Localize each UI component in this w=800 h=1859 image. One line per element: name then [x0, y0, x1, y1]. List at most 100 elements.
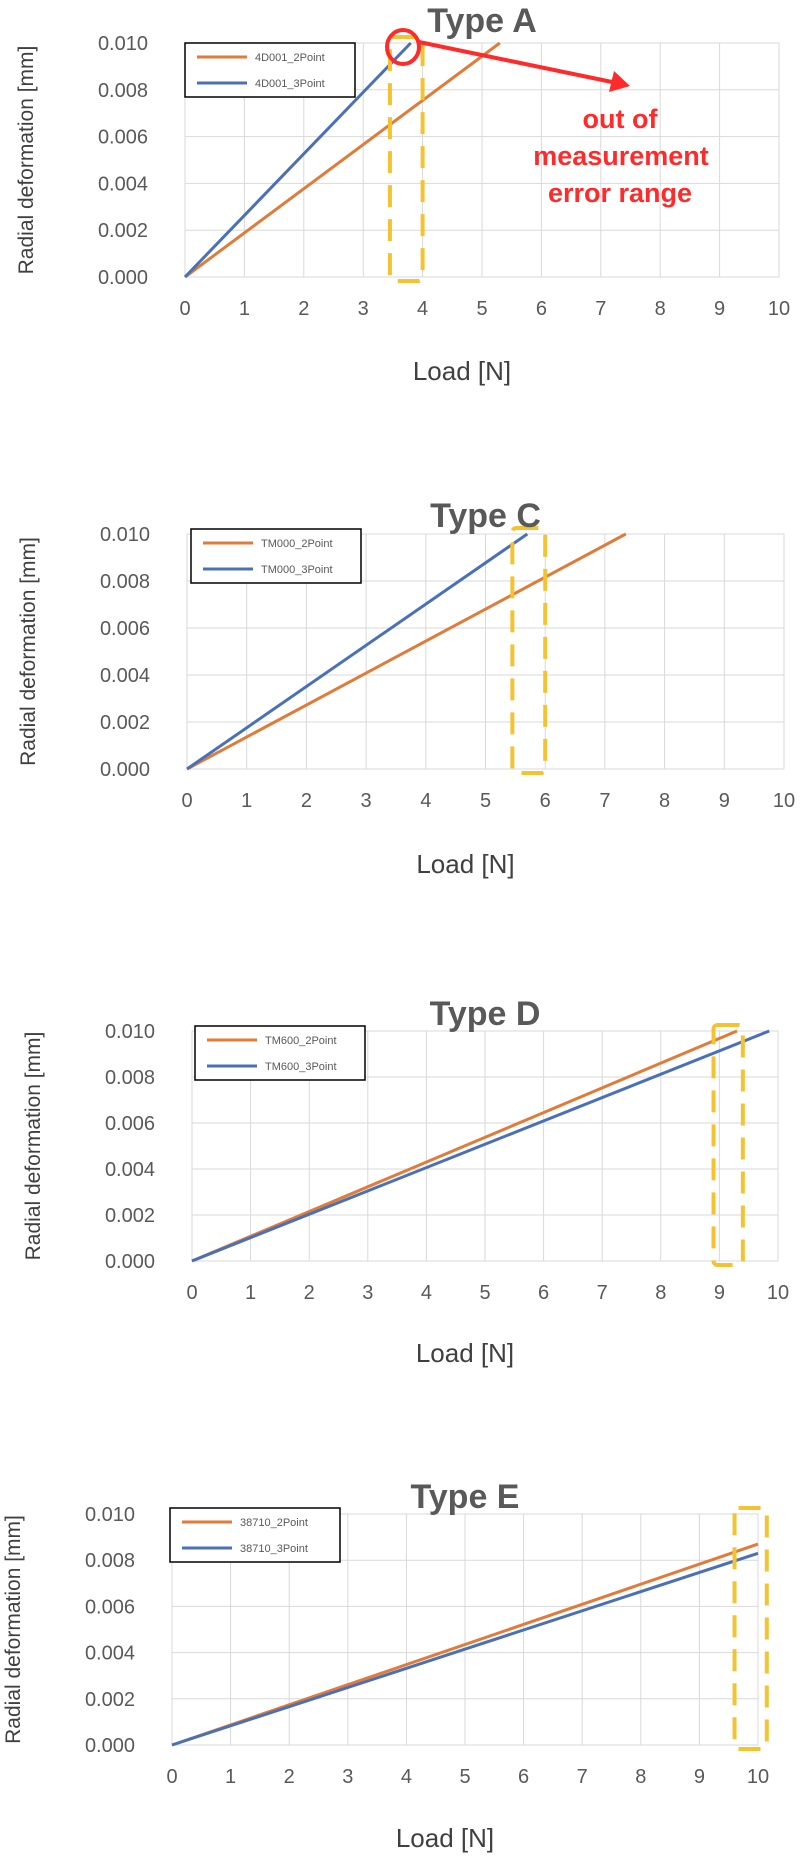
- y-tick-label: 0.000: [85, 1735, 135, 1757]
- x-tick-label: 8: [655, 298, 666, 320]
- x-axis-label: Load [N]: [416, 1338, 514, 1368]
- chart-title: Type A: [427, 2, 537, 40]
- x-axis-label: Load [N]: [413, 356, 511, 386]
- x-tick-label: 5: [476, 298, 487, 320]
- x-tick-label: 10: [767, 1282, 789, 1304]
- x-tick-label: 0: [166, 1766, 177, 1788]
- legend-label: 4D001_3Point: [255, 78, 325, 90]
- x-tick-label: 1: [239, 298, 250, 320]
- x-tick-label: 0: [181, 790, 192, 812]
- x-tick-label: 10: [747, 1766, 769, 1788]
- y-tick-label: 0.000: [105, 1251, 155, 1273]
- y-tick-label: 0.008: [85, 1550, 135, 1572]
- chart-type-e: 0 1 2 3 4 5 6 7 8 9 10 0.000 0.002 0.004 0.006 0.008 0.0…: [2, 1478, 769, 1853]
- x-tick-label: 9: [719, 790, 730, 812]
- legend-label: TM000_2Point: [261, 538, 333, 550]
- x-tick-label: 7: [595, 298, 606, 320]
- legend-box: [169, 1507, 341, 1563]
- y-tick-label: 0.004: [85, 1643, 135, 1665]
- x-tick-label: 10: [773, 790, 795, 812]
- chart-title: Type D: [430, 995, 541, 1033]
- legend-label: TM600_2Point: [265, 1035, 337, 1047]
- x-tick-label: 2: [301, 790, 312, 812]
- x-tick-label: 9: [714, 298, 725, 320]
- y-tick-label: 0.004: [98, 173, 148, 195]
- x-tick-label: 3: [361, 790, 372, 812]
- x-tick-label: 3: [342, 1766, 353, 1788]
- legend: TM000_2Point TM000_3Point: [190, 528, 362, 584]
- legend-box: [194, 1025, 366, 1081]
- x-tick-label: 7: [599, 790, 610, 812]
- legend-label: 38710_3Point: [240, 1543, 308, 1555]
- y-tick-label: 0.006: [100, 618, 150, 640]
- x-tick-label: 6: [538, 1282, 549, 1304]
- legend-label: 38710_2Point: [240, 1517, 308, 1529]
- y-tick-label: 0.000: [98, 267, 148, 289]
- annotation-arrowhead: [609, 71, 630, 92]
- legend-label: 4D001_2Point: [255, 52, 325, 64]
- x-tick-label: 5: [459, 1766, 470, 1788]
- x-tick-label: 4: [420, 790, 431, 812]
- y-axis-label: Radial deformation [mm]: [22, 1032, 45, 1261]
- y-axis-label: Radial deformation [mm]: [17, 537, 40, 766]
- y-tick-label: 0.002: [105, 1205, 155, 1227]
- x-tick-label: 2: [304, 1282, 315, 1304]
- series-line-TM600_2Point: [191, 1029, 738, 1263]
- y-tick-label: 0.010: [85, 1504, 135, 1526]
- x-tick-label: 3: [362, 1282, 373, 1304]
- y-tick-label: 0.006: [98, 127, 148, 149]
- legend: 38710_2Point 38710_3Point: [169, 1507, 341, 1563]
- annotation-text-line: measurement: [533, 141, 709, 171]
- x-tick-label: 8: [655, 1282, 666, 1304]
- y-tick-label: 0.006: [105, 1113, 155, 1135]
- annotation-text-line: out of: [583, 104, 659, 134]
- y-tick-label: 0.006: [85, 1596, 135, 1618]
- x-tick-label: 0: [186, 1282, 197, 1304]
- chart-panel-type-d: 0 1 2 3 4 5 6 7 8 9 10 0.000 0.002 0.004 0.006 0.008 0.0…: [0, 925, 800, 1385]
- x-tick-label: 6: [536, 298, 547, 320]
- legend-label: TM000_3Point: [261, 564, 333, 576]
- y-tick-label: 0.008: [100, 571, 150, 593]
- series-line-4D001_3Point: [183, 41, 412, 279]
- series-line-TM000_2Point: [186, 532, 627, 771]
- legend-label: TM600_3Point: [265, 1061, 337, 1073]
- highlight-box: [732, 1506, 769, 1751]
- annotation-text-line: error range: [548, 178, 692, 208]
- x-tick-label: 4: [421, 1282, 432, 1304]
- highlight-box: [387, 35, 425, 283]
- x-tick-label: 9: [694, 1766, 705, 1788]
- y-tick-label: 0.002: [98, 220, 148, 242]
- x-tick-label: 4: [417, 298, 428, 320]
- legend-box: [184, 42, 356, 98]
- chart-panel-type-c: 0 1 2 3 4 5 6 7 8 9 10 0.000 0.002 0.004 0.006 0.008 0.0…: [0, 440, 800, 900]
- x-tick-label: 5: [480, 790, 491, 812]
- legend-box: [190, 528, 362, 584]
- annotation-arrow-line: [418, 40, 613, 84]
- y-axis-label: Radial deformation [mm]: [2, 1515, 25, 1744]
- series-line-TM000_3Point: [186, 532, 529, 771]
- chart-type-a: 0 1 2 3 4 5 6 7 8 9 10 0.000 0.002 0.004 0.006 0.008 0.0…: [15, 2, 790, 386]
- x-tick-label: 6: [518, 1766, 529, 1788]
- x-axis-label: Load [N]: [396, 1823, 494, 1853]
- y-tick-label: 0.000: [100, 759, 150, 781]
- legend: TM600_2Point TM600_3Point: [194, 1025, 366, 1081]
- y-tick-label: 0.010: [98, 33, 148, 55]
- annotation-circle: [385, 28, 421, 66]
- x-tick-label: 1: [245, 1282, 256, 1304]
- chart-title: Type C: [430, 497, 541, 535]
- x-tick-label: 1: [241, 790, 252, 812]
- series-line-TM600_3Point: [191, 1029, 770, 1263]
- series-line-38710_3Point: [171, 1551, 759, 1747]
- highlight-box: [510, 526, 548, 775]
- y-axis-label: Radial deformation [mm]: [15, 46, 38, 275]
- x-tick-label: 9: [714, 1282, 725, 1304]
- chart-type-d: 0 1 2 3 4 5 6 7 8 9 10 0.000 0.002 0.004 0.006 0.008 0.0…: [22, 995, 789, 1368]
- highlight-box: [711, 1023, 745, 1267]
- x-tick-label: 5: [479, 1282, 490, 1304]
- y-tick-label: 0.010: [100, 524, 150, 546]
- y-tick-label: 0.008: [105, 1067, 155, 1089]
- y-tick-label: 0.002: [85, 1689, 135, 1711]
- y-tick-label: 0.008: [98, 80, 148, 102]
- y-tick-label: 0.002: [100, 712, 150, 734]
- x-tick-label: 7: [577, 1766, 588, 1788]
